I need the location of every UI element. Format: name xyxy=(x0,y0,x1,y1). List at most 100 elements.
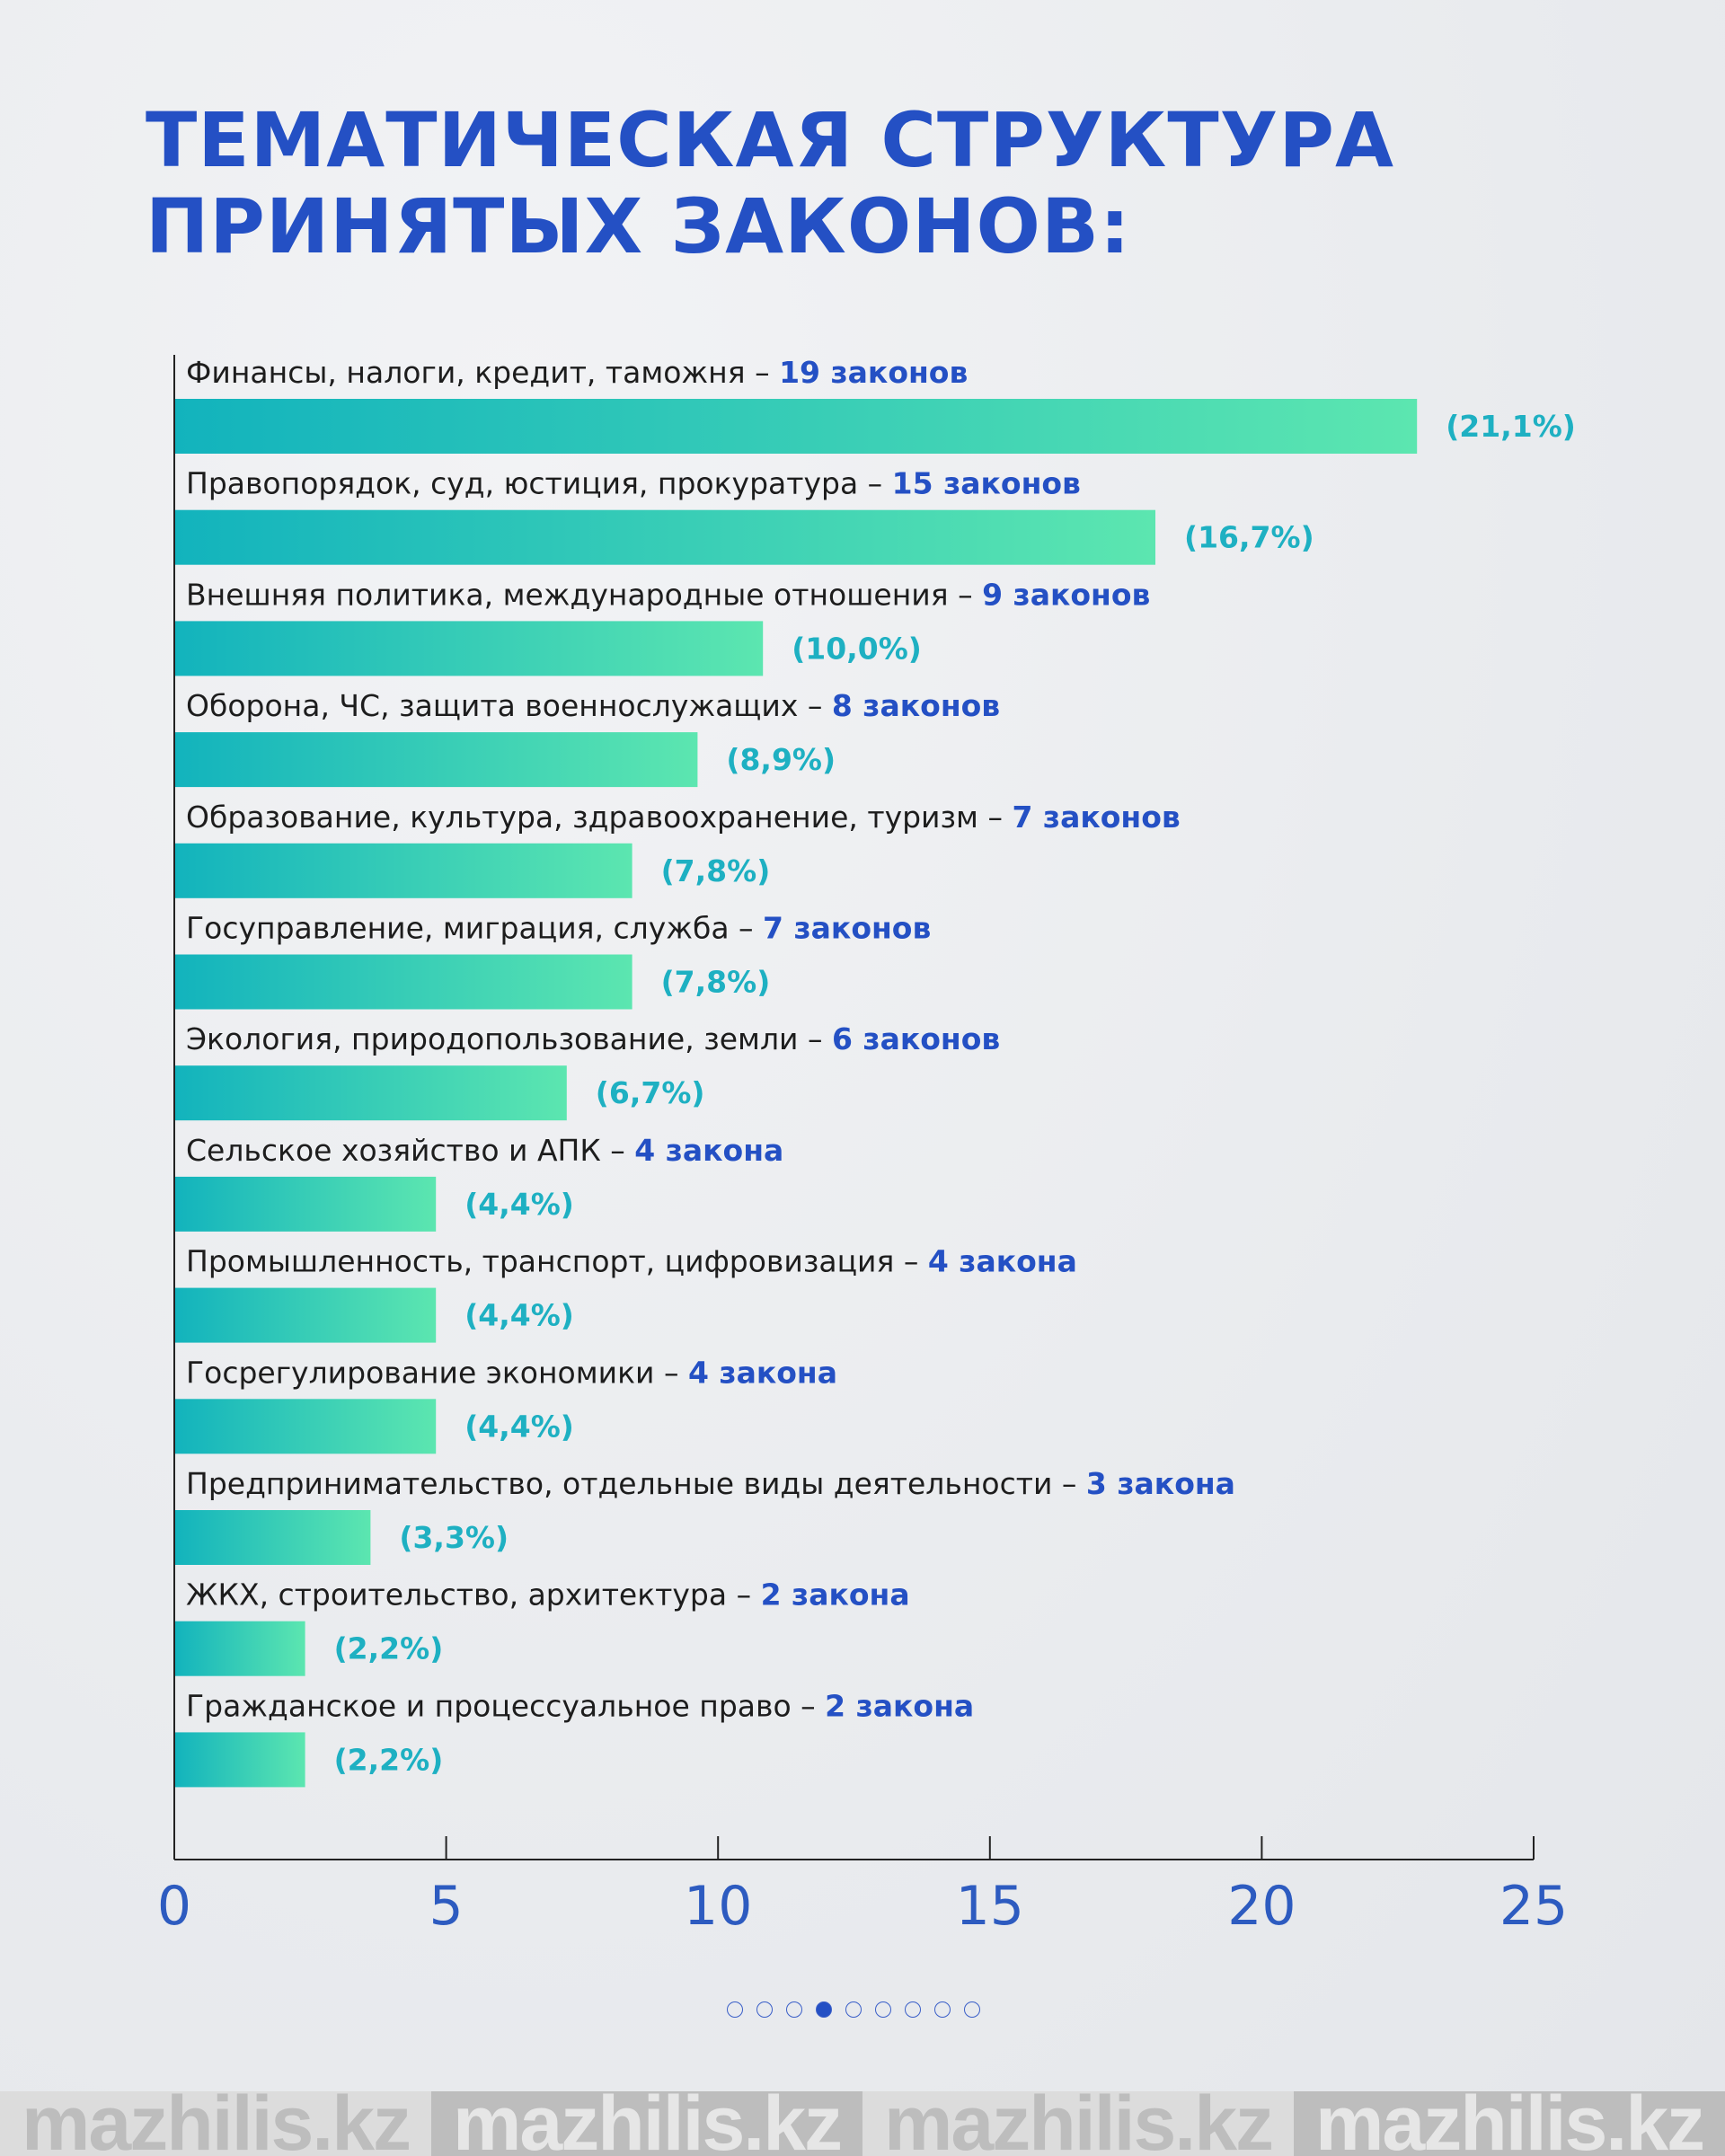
category-name: Гражданское и процессуальное право xyxy=(186,1688,792,1723)
x-tick-label: 15 xyxy=(956,1875,1024,1938)
percent-label: (2,2%) xyxy=(334,1631,444,1666)
bar xyxy=(174,1510,371,1565)
percent-label: (16,7%) xyxy=(1184,520,1314,555)
bar xyxy=(174,732,698,788)
count-label: 15 законов xyxy=(892,466,1081,501)
percent-label: (21,1%) xyxy=(1446,409,1576,444)
separator: – xyxy=(746,355,779,390)
bar-label: Экология, природопользование, земли – 6 … xyxy=(186,1021,1000,1056)
bar xyxy=(174,1065,567,1121)
bar xyxy=(174,509,1155,565)
watermark-text: mazhilis.kz xyxy=(1294,2091,1725,2156)
count-label: 6 законов xyxy=(832,1021,1000,1056)
bar-label: Предпринимательство, отдельные виды деят… xyxy=(186,1466,1235,1501)
x-tick-label: 25 xyxy=(1499,1875,1568,1938)
bar-label: Оборона, ЧС, защита военнослужащих – 8 з… xyxy=(186,688,1000,723)
pagination-dot[interactable] xyxy=(786,2001,802,2018)
bar xyxy=(174,1732,305,1788)
percent-label: (4,4%) xyxy=(464,1298,574,1333)
pagination-dots xyxy=(727,2001,980,2018)
separator: – xyxy=(978,800,1012,835)
percent-label: (3,3%) xyxy=(399,1520,509,1555)
count-label: 7 законов xyxy=(1012,800,1180,835)
separator: – xyxy=(601,1133,634,1168)
title-line-2: ПРИНЯТЫХ ЗАКОНОВ: xyxy=(146,182,1131,270)
separator: – xyxy=(798,688,831,723)
category-name: Образование, культура, здравоохранение, … xyxy=(186,800,978,835)
bar xyxy=(174,399,1418,454)
pagination-dot-active[interactable] xyxy=(816,2001,832,2018)
category-name: Промышленность, транспорт, цифровизация xyxy=(186,1244,894,1279)
pagination-dot[interactable] xyxy=(845,2001,862,2018)
separator: – xyxy=(792,1688,825,1723)
separator: – xyxy=(949,577,982,612)
separator: – xyxy=(858,466,891,501)
count-label: 4 закона xyxy=(928,1244,1077,1279)
separator: – xyxy=(894,1244,927,1279)
x-tick-label: 0 xyxy=(157,1875,191,1938)
bar-chart: Финансы, налоги, кредит, таможня – 19 за… xyxy=(157,355,1576,1938)
count-label: 3 закона xyxy=(1086,1466,1235,1501)
category-name: Сельское хозяйство и АПК xyxy=(186,1133,601,1168)
category-name: Оборона, ЧС, защита военнослужащих xyxy=(186,688,798,723)
count-label: 7 законов xyxy=(763,911,931,946)
percent-label: (4,4%) xyxy=(464,1187,574,1222)
pagination-dot[interactable] xyxy=(905,2001,921,2018)
separator: – xyxy=(727,1577,760,1613)
count-label: 4 закона xyxy=(688,1355,837,1390)
pagination-dot[interactable] xyxy=(727,2001,743,2018)
pagination-dot[interactable] xyxy=(964,2001,980,2018)
category-name: Предпринимательство, отдельные виды деят… xyxy=(186,1466,1052,1501)
count-label: 2 закона xyxy=(825,1688,974,1723)
separator: – xyxy=(798,1021,831,1056)
bar xyxy=(174,1621,305,1676)
category-name: Госрегулирование экономики xyxy=(186,1355,654,1390)
bar-label: Промышленность, транспорт, цифровизация … xyxy=(186,1244,1077,1279)
count-label: 19 законов xyxy=(779,355,968,390)
x-tick-label: 5 xyxy=(429,1875,464,1938)
percent-label: (6,7%) xyxy=(596,1075,705,1110)
x-tick-label: 10 xyxy=(684,1875,752,1938)
category-name: Правопорядок, суд, юстиция, прокуратура xyxy=(186,466,858,501)
watermark-text: mazhilis.kz xyxy=(862,2091,1294,2156)
x-tick-label: 20 xyxy=(1227,1875,1296,1938)
percent-label: (7,8%) xyxy=(661,965,771,1000)
pagination-dot[interactable] xyxy=(875,2001,891,2018)
separator: – xyxy=(1052,1466,1085,1501)
percent-label: (2,2%) xyxy=(334,1742,444,1777)
bar-label: Госрегулирование экономики – 4 закона xyxy=(186,1355,837,1390)
category-name: ЖКХ, строительство, архитектура xyxy=(186,1577,727,1613)
watermark-band: mazhilis.kz mazhilis.kz mazhilis.kz mazhili… xyxy=(0,2091,1725,2156)
category-name: Финансы, налоги, кредит, таможня xyxy=(186,355,746,390)
count-label: 4 закона xyxy=(634,1133,783,1168)
separator: – xyxy=(730,911,763,946)
separator: – xyxy=(654,1355,687,1390)
bar xyxy=(174,1176,437,1232)
bar-label: Гражданское и процессуальное право – 2 з… xyxy=(186,1688,974,1723)
bar-label: Правопорядок, суд, юстиция, прокуратура … xyxy=(186,466,1081,501)
bar-label: Образование, культура, здравоохранение, … xyxy=(186,800,1181,835)
category-name: Госуправление, миграция, служба xyxy=(186,911,730,946)
watermark-text: mazhilis.kz xyxy=(431,2091,862,2156)
bar-label: Сельское хозяйство и АПК – 4 закона xyxy=(186,1133,783,1168)
count-label: 8 законов xyxy=(832,688,1000,723)
bar xyxy=(174,1399,437,1454)
bar-label: Финансы, налоги, кредит, таможня – 19 за… xyxy=(186,355,968,390)
percent-label: (8,9%) xyxy=(726,742,836,777)
bar-label: ЖКХ, строительство, архитектура – 2 зако… xyxy=(186,1577,910,1613)
bar xyxy=(174,1287,437,1343)
page-title: ТЕМАТИЧЕСКАЯ СТРУКТУРА ПРИНЯТЫХ ЗАКОНОВ: xyxy=(146,97,1394,270)
bar xyxy=(174,843,632,898)
category-name: Экология, природопользование, земли xyxy=(186,1021,798,1056)
pagination-dot[interactable] xyxy=(756,2001,773,2018)
bar xyxy=(174,954,632,1010)
percent-label: (4,4%) xyxy=(464,1409,574,1444)
title-line-1: ТЕМАТИЧЕСКАЯ СТРУКТУРА xyxy=(146,96,1394,184)
pagination-dot[interactable] xyxy=(934,2001,951,2018)
count-label: 9 законов xyxy=(982,577,1150,612)
watermark-text: mazhilis.kz xyxy=(0,2091,431,2156)
percent-label: (10,0%) xyxy=(792,631,922,666)
count-label: 2 закона xyxy=(761,1577,910,1613)
bar-label: Госуправление, миграция, служба – 7 зако… xyxy=(186,911,931,946)
percent-label: (7,8%) xyxy=(661,853,771,888)
